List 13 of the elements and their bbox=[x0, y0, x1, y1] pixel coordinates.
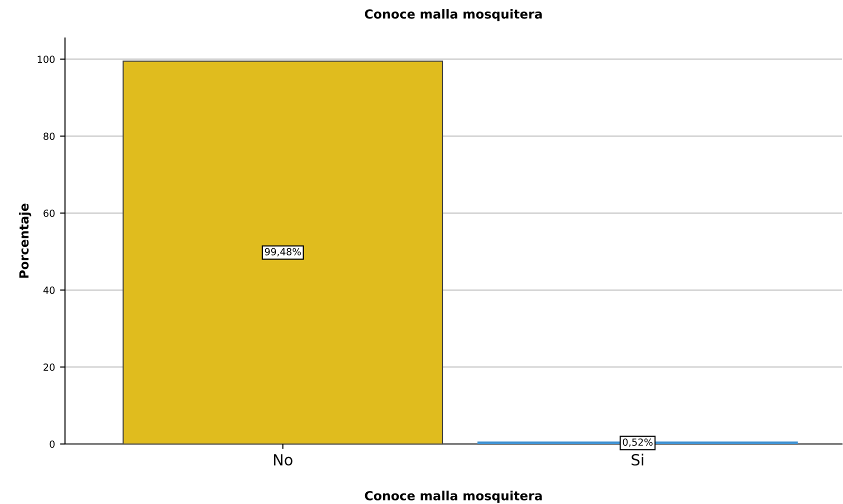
y-tick-label: 20 bbox=[44, 364, 55, 371]
x-tick-label: Si bbox=[632, 454, 644, 466]
y-tick-label: 100 bbox=[38, 56, 55, 63]
y-axis-title: Porcentaje bbox=[18, 204, 32, 278]
x-tick-label: No bbox=[274, 454, 292, 466]
y-tick-label: 40 bbox=[43, 286, 55, 294]
y-tick-label: 60 bbox=[44, 210, 55, 217]
x-axis-title: Conoce malla mosquitera bbox=[364, 490, 542, 503]
data-label: 0,52% bbox=[622, 438, 653, 447]
chart-title: Conoce malla mosquitera bbox=[364, 9, 542, 22]
y-tick-label: 0 bbox=[50, 440, 55, 448]
data-label: 99,48% bbox=[264, 248, 301, 256]
y-tick-label: 80 bbox=[44, 132, 55, 140]
